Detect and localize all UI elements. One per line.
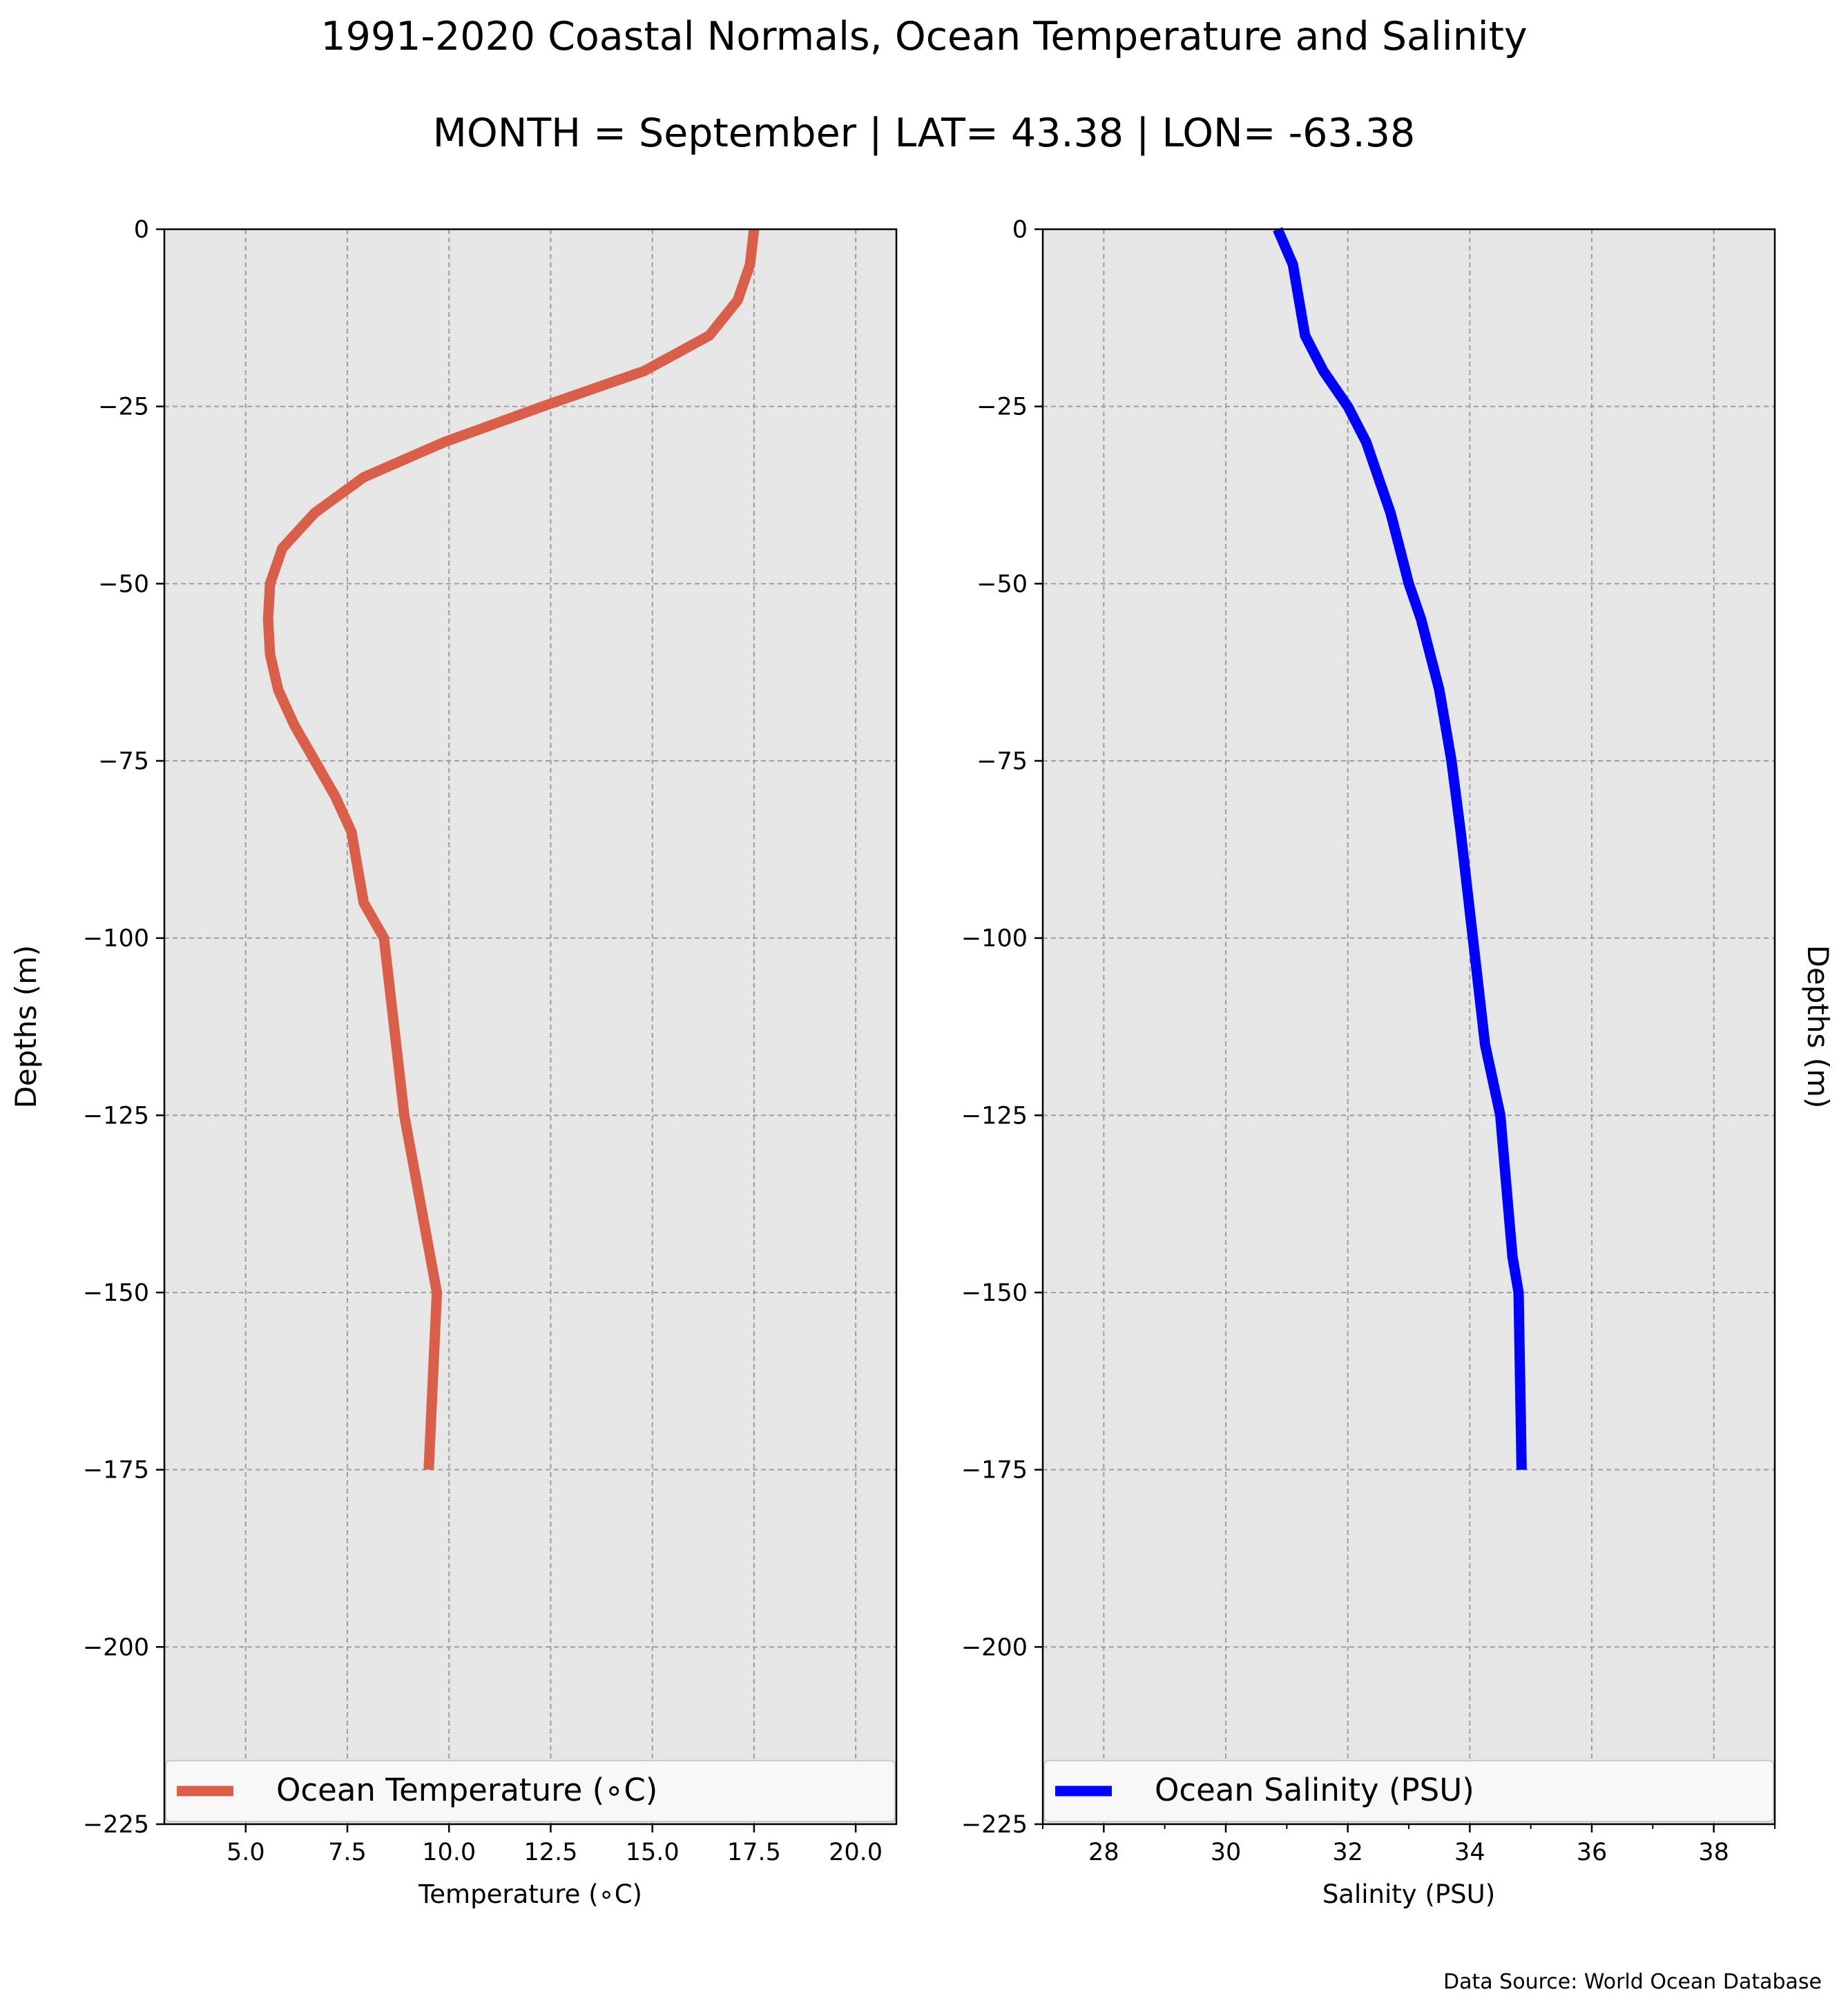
chart-subtitle: MONTH = September | LAT= 43.38 | LON= -6… — [433, 110, 1416, 156]
y-tick-label: −175 — [961, 1457, 1028, 1484]
plot-area — [1043, 229, 1775, 1824]
y-tick-label: −125 — [961, 1102, 1028, 1130]
y-tick-label: −100 — [83, 925, 149, 953]
y-tick-label: −50 — [98, 570, 149, 598]
legend-label: Ocean Temperature (∘C) — [276, 1772, 657, 1808]
plot-area — [164, 229, 896, 1824]
y-tick-label: −75 — [976, 748, 1028, 775]
data-line — [1273, 227, 1527, 1470]
x-tick-label: 20.0 — [829, 1839, 883, 1866]
y-tick-label: −150 — [83, 1279, 149, 1307]
x-tick-label: 10.0 — [422, 1839, 476, 1866]
x-tick-label: 17.5 — [727, 1839, 781, 1866]
salinity-panel: 28 30 32 34 36 38 0 −25 −50 −75 −100 −125 −150 −175 −2… — [961, 216, 1835, 1909]
y-tick-label: −175 — [83, 1457, 149, 1484]
x-tick-label: 12.5 — [523, 1839, 577, 1866]
temperature-panel: 5.0 7.5 10.0 12.5 15.0 17.5 20.0 0 −25 −50 −75 −100… — [9, 216, 898, 1909]
x-tick-label: 36 — [1577, 1839, 1608, 1866]
y-tick-label: −125 — [83, 1102, 149, 1130]
y-tick-label: −150 — [961, 1279, 1028, 1307]
y-tick-label: 0 — [134, 216, 149, 244]
y-tick-label: −100 — [961, 925, 1028, 953]
legend-label: Ocean Salinity (PSU) — [1155, 1772, 1474, 1808]
y-tick-label: −225 — [83, 1811, 149, 1839]
legend-box — [1043, 1760, 1774, 1822]
y-tick-label: −75 — [98, 748, 149, 775]
plot-frame — [163, 228, 898, 1826]
x-tick-label: 30 — [1211, 1839, 1242, 1866]
x-tick-label: 15.0 — [626, 1839, 680, 1866]
x-axis-label: Temperature (∘C) — [418, 1879, 642, 1909]
x-tick-label: 7.5 — [328, 1839, 367, 1866]
x-tick-label: 34 — [1454, 1839, 1485, 1866]
y-tick-label: 0 — [1012, 216, 1028, 244]
x-tick-label: 32 — [1332, 1839, 1363, 1866]
x-axis-label: Salinity (PSU) — [1322, 1879, 1495, 1909]
y-axis-label: Depths (m) — [1801, 945, 1835, 1109]
x-tick-label: 28 — [1088, 1839, 1119, 1866]
chart-title: 1991-2020 Coastal Normals, Ocean Tempera… — [320, 14, 1527, 59]
y-tick-label: −25 — [976, 394, 1028, 421]
source-note: Data Source: World Ocean Database — [1443, 1970, 1822, 1994]
y-tick-label: −200 — [83, 1634, 149, 1661]
y-tick-label: −25 — [98, 394, 149, 421]
y-tick-label: −200 — [961, 1634, 1028, 1661]
y-tick-label: −50 — [976, 570, 1028, 598]
x-tick-label: 5.0 — [227, 1839, 265, 1866]
data-line — [262, 229, 760, 1471]
legend-box — [165, 1760, 896, 1822]
y-tick-label: −225 — [961, 1811, 1028, 1839]
plot-frame — [1041, 228, 1776, 1826]
y-axis-label: Depths (m) — [9, 945, 43, 1109]
x-tick-label: 38 — [1698, 1839, 1729, 1866]
